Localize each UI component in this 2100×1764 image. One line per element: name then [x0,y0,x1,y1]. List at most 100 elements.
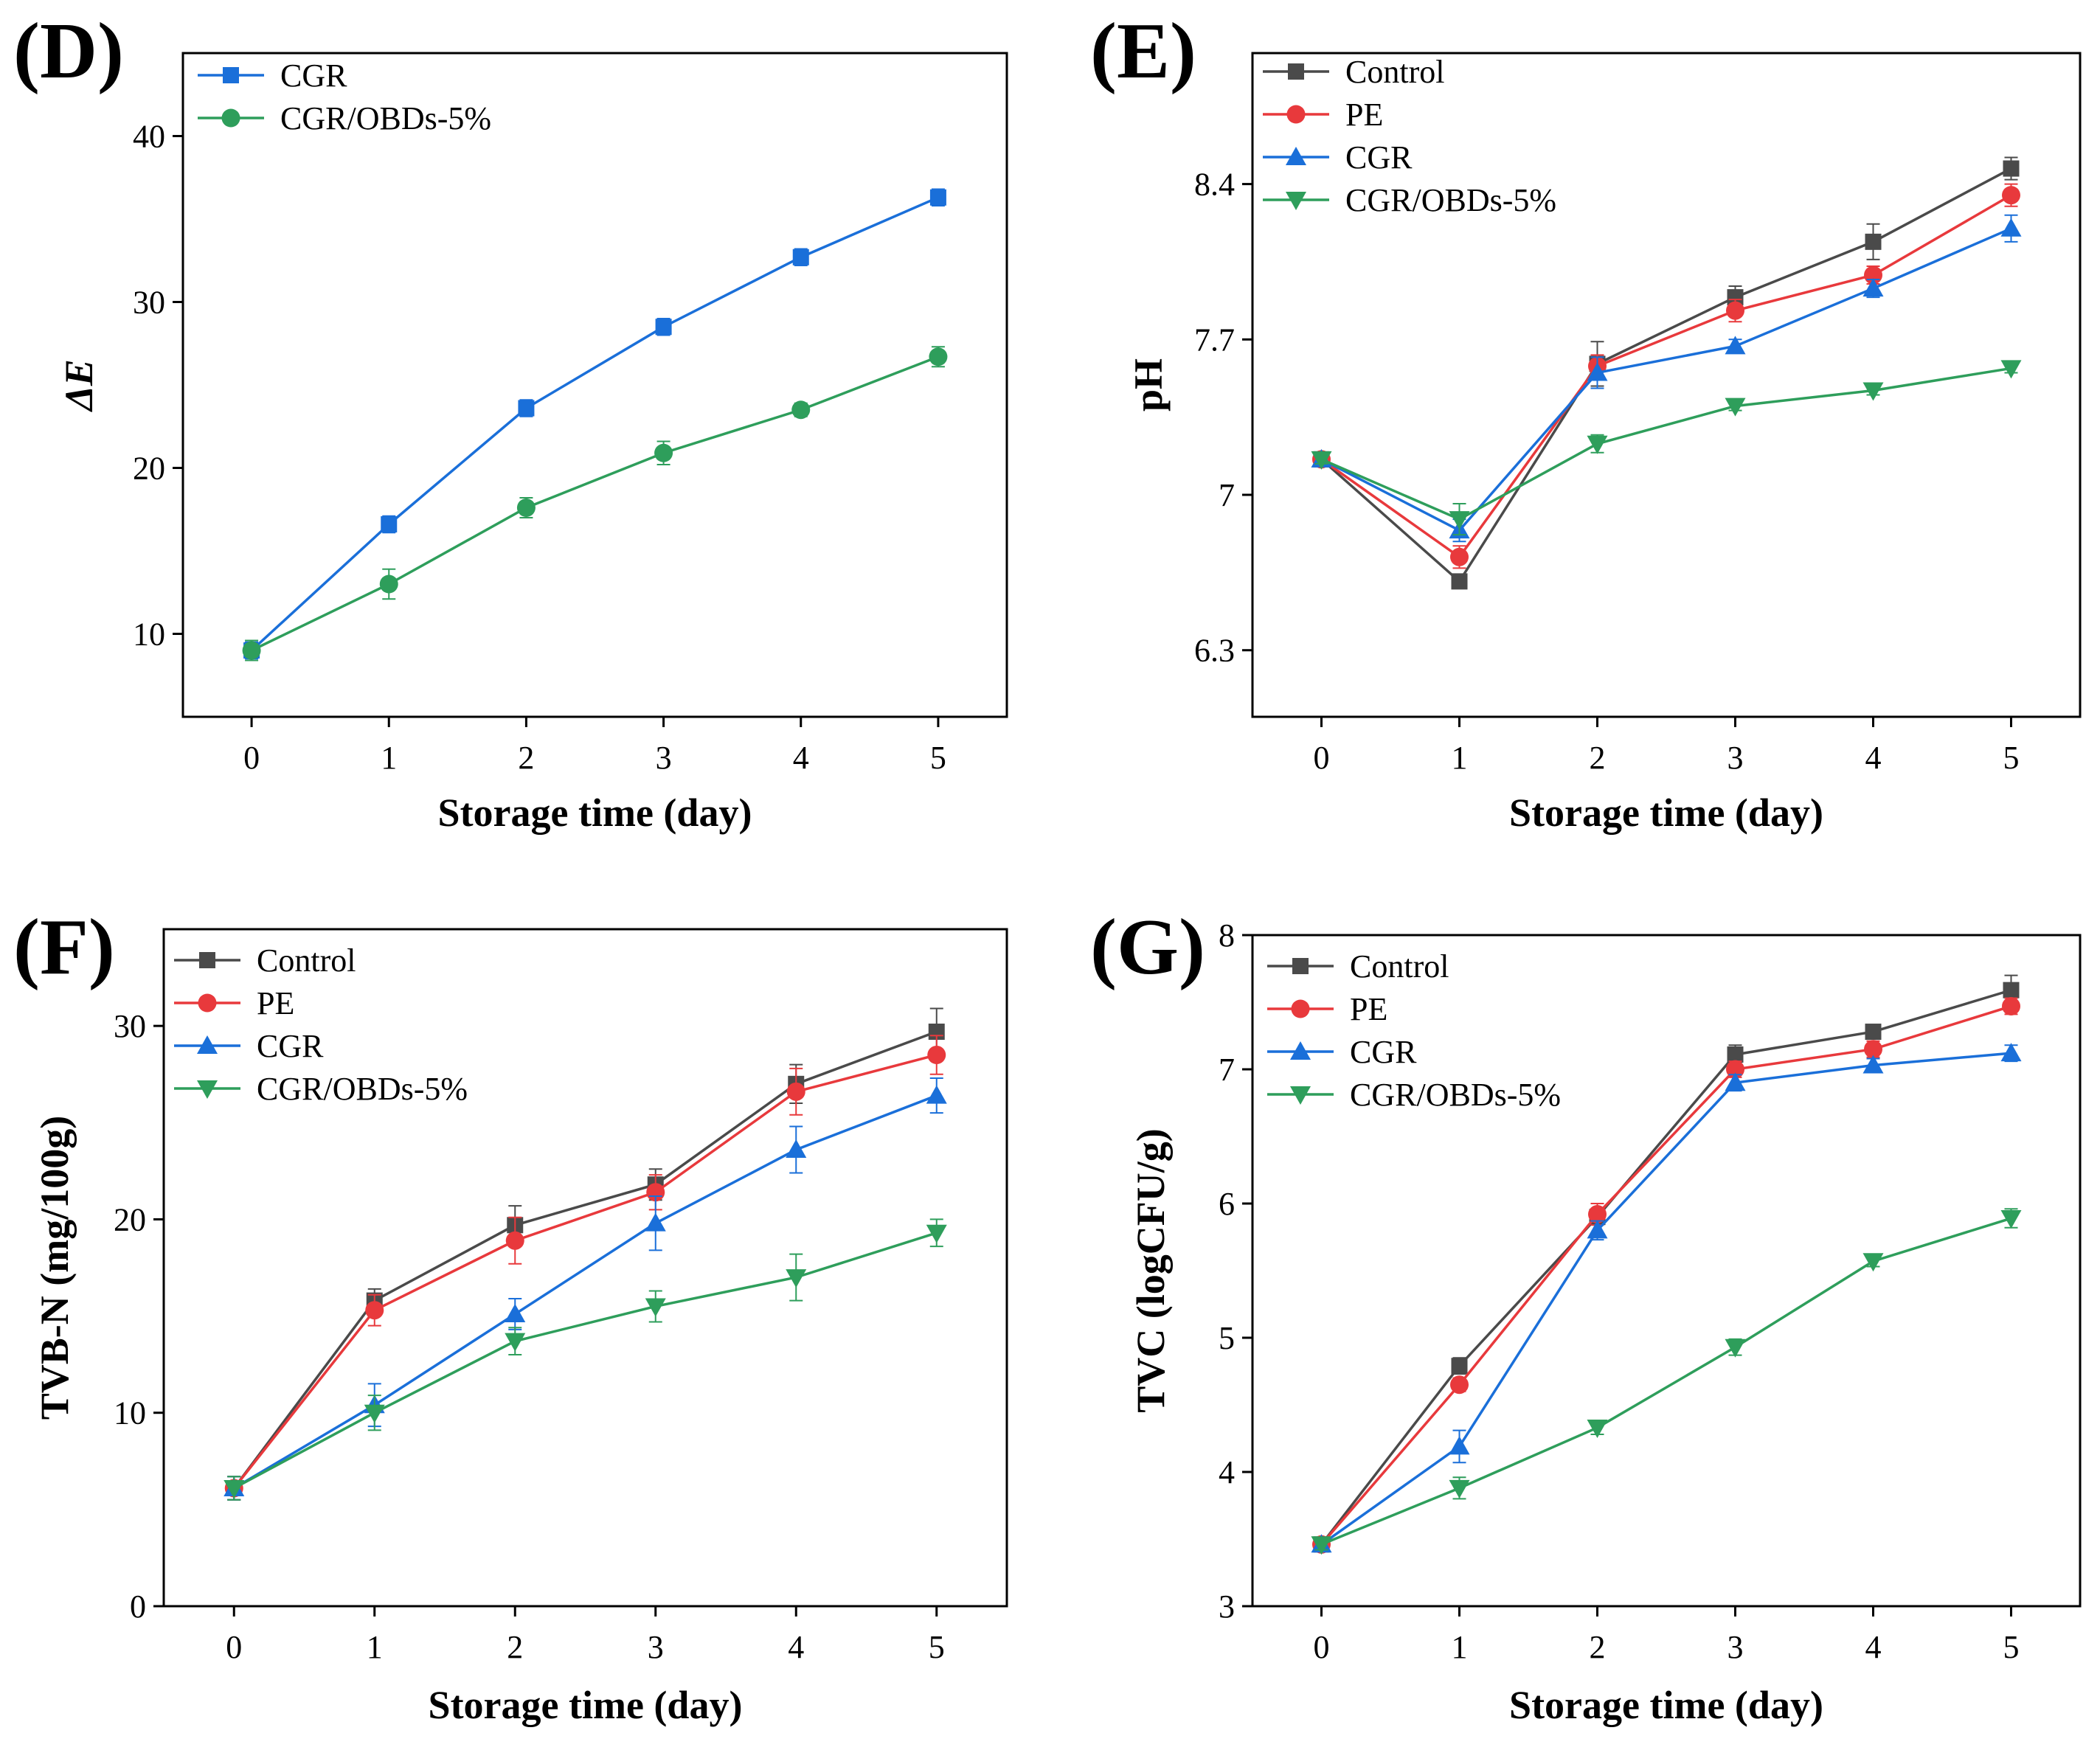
data-point [1725,1338,1746,1358]
series-line [1320,1004,2012,1546]
legend-marker [221,108,240,128]
legend-marker [1288,63,1304,80]
data-point [645,1298,666,1317]
data-point [1727,289,1744,306]
legend-marker [199,952,215,968]
x-tick-label: 5 [930,740,946,776]
data-point [1449,1479,1470,1499]
legend-marker [197,1080,218,1099]
y-tick-label: 40 [133,119,165,155]
data-point [1865,233,1882,250]
data-point [365,1301,384,1320]
x-tick-label: 4 [793,740,809,776]
data-point [1587,1419,1608,1438]
data-point [364,1404,385,1423]
data-point [1587,1220,1608,1239]
data-point [1862,382,1884,401]
legend-label: PE [257,985,294,1021]
x-tick-label: 5 [929,1629,945,1665]
x-tick-label: 1 [1452,1629,1468,1665]
data-point [518,400,535,417]
legend-label: Control [1345,54,1444,90]
y-tick-label: 8 [1219,917,1235,954]
data-point [1450,1375,1469,1395]
x-axis-title: Storage time (day) [429,1683,743,1727]
series-line [232,1053,938,1490]
legend-marker [1291,999,1310,1018]
y-tick-label: 7 [1219,477,1235,513]
legend-label: Control [257,942,356,979]
data-point [2000,360,2022,379]
data-point [786,1139,807,1159]
data-point [379,574,398,594]
series-cgr-obds-5- [1311,360,2022,536]
data-point [1587,362,1608,381]
data-point [2000,1043,2022,1062]
x-tick-label: 5 [2003,1629,2020,1665]
data-point [505,1303,526,1322]
legend-label: CGR/OBDs-5% [257,1071,468,1107]
data-point [1862,1253,1884,1272]
data-point [1726,1060,1744,1079]
legend-marker [1290,1041,1311,1060]
series-control [1313,156,2020,590]
y-tick-label: 20 [114,1201,146,1237]
panel-G: 0 1 2 3 4 5 3 4 5 6 7 8 (G) Storage time (day) TVC (lo… [1090,903,2082,1727]
y-axis-title: TVC (logCFU/g) [1129,1128,1173,1412]
series-line [1320,1217,2012,1546]
data-point [516,499,536,517]
data-point [926,1085,947,1104]
data-point [1451,1358,1468,1375]
y-axis-title: pH [1126,358,1171,412]
data-point [505,1333,526,1352]
data-point [926,1224,947,1243]
panel-label: (F) [13,903,115,991]
x-tick-label: 2 [1590,1629,1606,1665]
data-point [1862,278,1884,297]
x-tick-label: 3 [656,740,672,776]
x-tick-label: 0 [226,1629,242,1665]
data-point [645,1212,666,1232]
series-line [1320,227,2012,532]
data-point [1588,1205,1607,1224]
y-tick-label: 8.4 [1194,167,1235,203]
y-tick-label: 10 [133,617,165,653]
x-tick-label: 3 [1728,740,1744,776]
data-point [2000,1210,2022,1229]
data-point [1725,336,1746,355]
data-point [654,443,673,462]
data-point [1725,1072,1746,1091]
series-line [233,1094,938,1490]
x-tick-label: 2 [1590,740,1606,776]
x-tick-label: 1 [381,740,397,776]
x-tick-label: 1 [367,1629,383,1665]
y-axis-title: TVB-N (mg/100g) [32,1116,77,1420]
data-point [1449,511,1470,530]
data-point [381,516,398,532]
data-point [505,1231,524,1250]
x-tick-label: 2 [507,1629,523,1665]
legend: CGR CGR/OBDs-5% [198,58,491,136]
data-point [792,249,809,265]
y-tick-label: 7.7 [1194,322,1235,358]
series-pe [1312,996,2020,1554]
legend-label: CGR/OBDs-5% [1345,182,1556,218]
x-tick-label: 1 [1452,740,1468,776]
panel-D: 0 1 2 3 4 5 10 20 30 40(D) Storage time (day) ΔE CGR… [13,7,1008,835]
plot-frame [1251,52,2082,718]
series-cgr-obds-5- [1311,1208,2022,1555]
x-axis-title: Storage time (day) [1509,791,1823,835]
y-tick-label: 30 [114,1008,146,1044]
series-line [251,355,939,652]
series-cgr [1311,1043,2022,1553]
data-point [223,1480,245,1499]
x-tick-label: 3 [1728,1629,1744,1665]
data-point [1865,1024,1882,1041]
plot-frame [162,928,1008,1608]
y-tick-label: 7 [1219,1052,1235,1088]
data-point [242,641,261,660]
series-line [1320,1052,2011,1546]
series-line [1320,167,2012,584]
data-point [2002,186,2020,205]
